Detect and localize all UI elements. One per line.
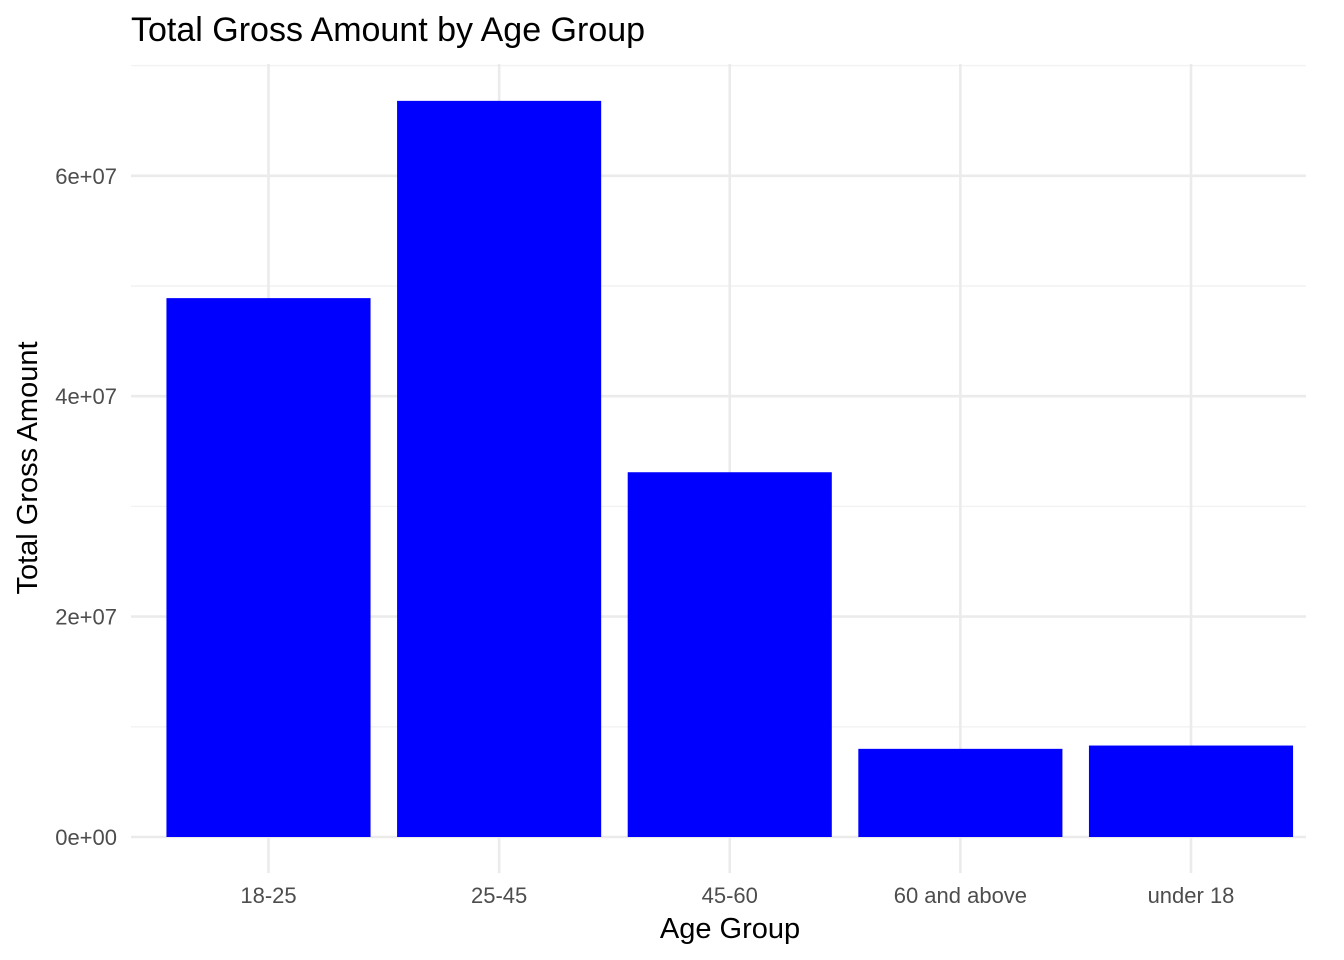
y-tick-label: 4e+07: [55, 384, 117, 409]
x-tick-label: 60 and above: [894, 883, 1027, 908]
bar: [397, 100, 602, 837]
x-tick-label: 45-60: [702, 883, 758, 908]
x-axis-ticks: 18-25 25-45 45-60 60 and above under 18: [240, 883, 1234, 908]
y-tick-label: 2e+07: [55, 605, 117, 630]
y-tick-label: 6e+07: [55, 164, 117, 189]
bar: [627, 472, 832, 837]
bar: [1088, 745, 1294, 837]
chart-title: Total Gross Amount by Age Group: [131, 11, 645, 49]
bar: [858, 748, 1063, 837]
y-tick-label: 0e+00: [55, 825, 117, 850]
x-tick-label: under 18: [1148, 883, 1235, 908]
bars: [166, 100, 1294, 837]
bar: [166, 298, 371, 837]
x-tick-label: 18-25: [240, 883, 296, 908]
x-axis-title: Age Group: [660, 913, 800, 945]
x-tick-label: 25-45: [471, 883, 527, 908]
y-axis-title: Total Gross Amount: [12, 341, 44, 594]
y-axis-ticks: 0e+00 2e+07 4e+07 6e+07: [55, 164, 117, 850]
